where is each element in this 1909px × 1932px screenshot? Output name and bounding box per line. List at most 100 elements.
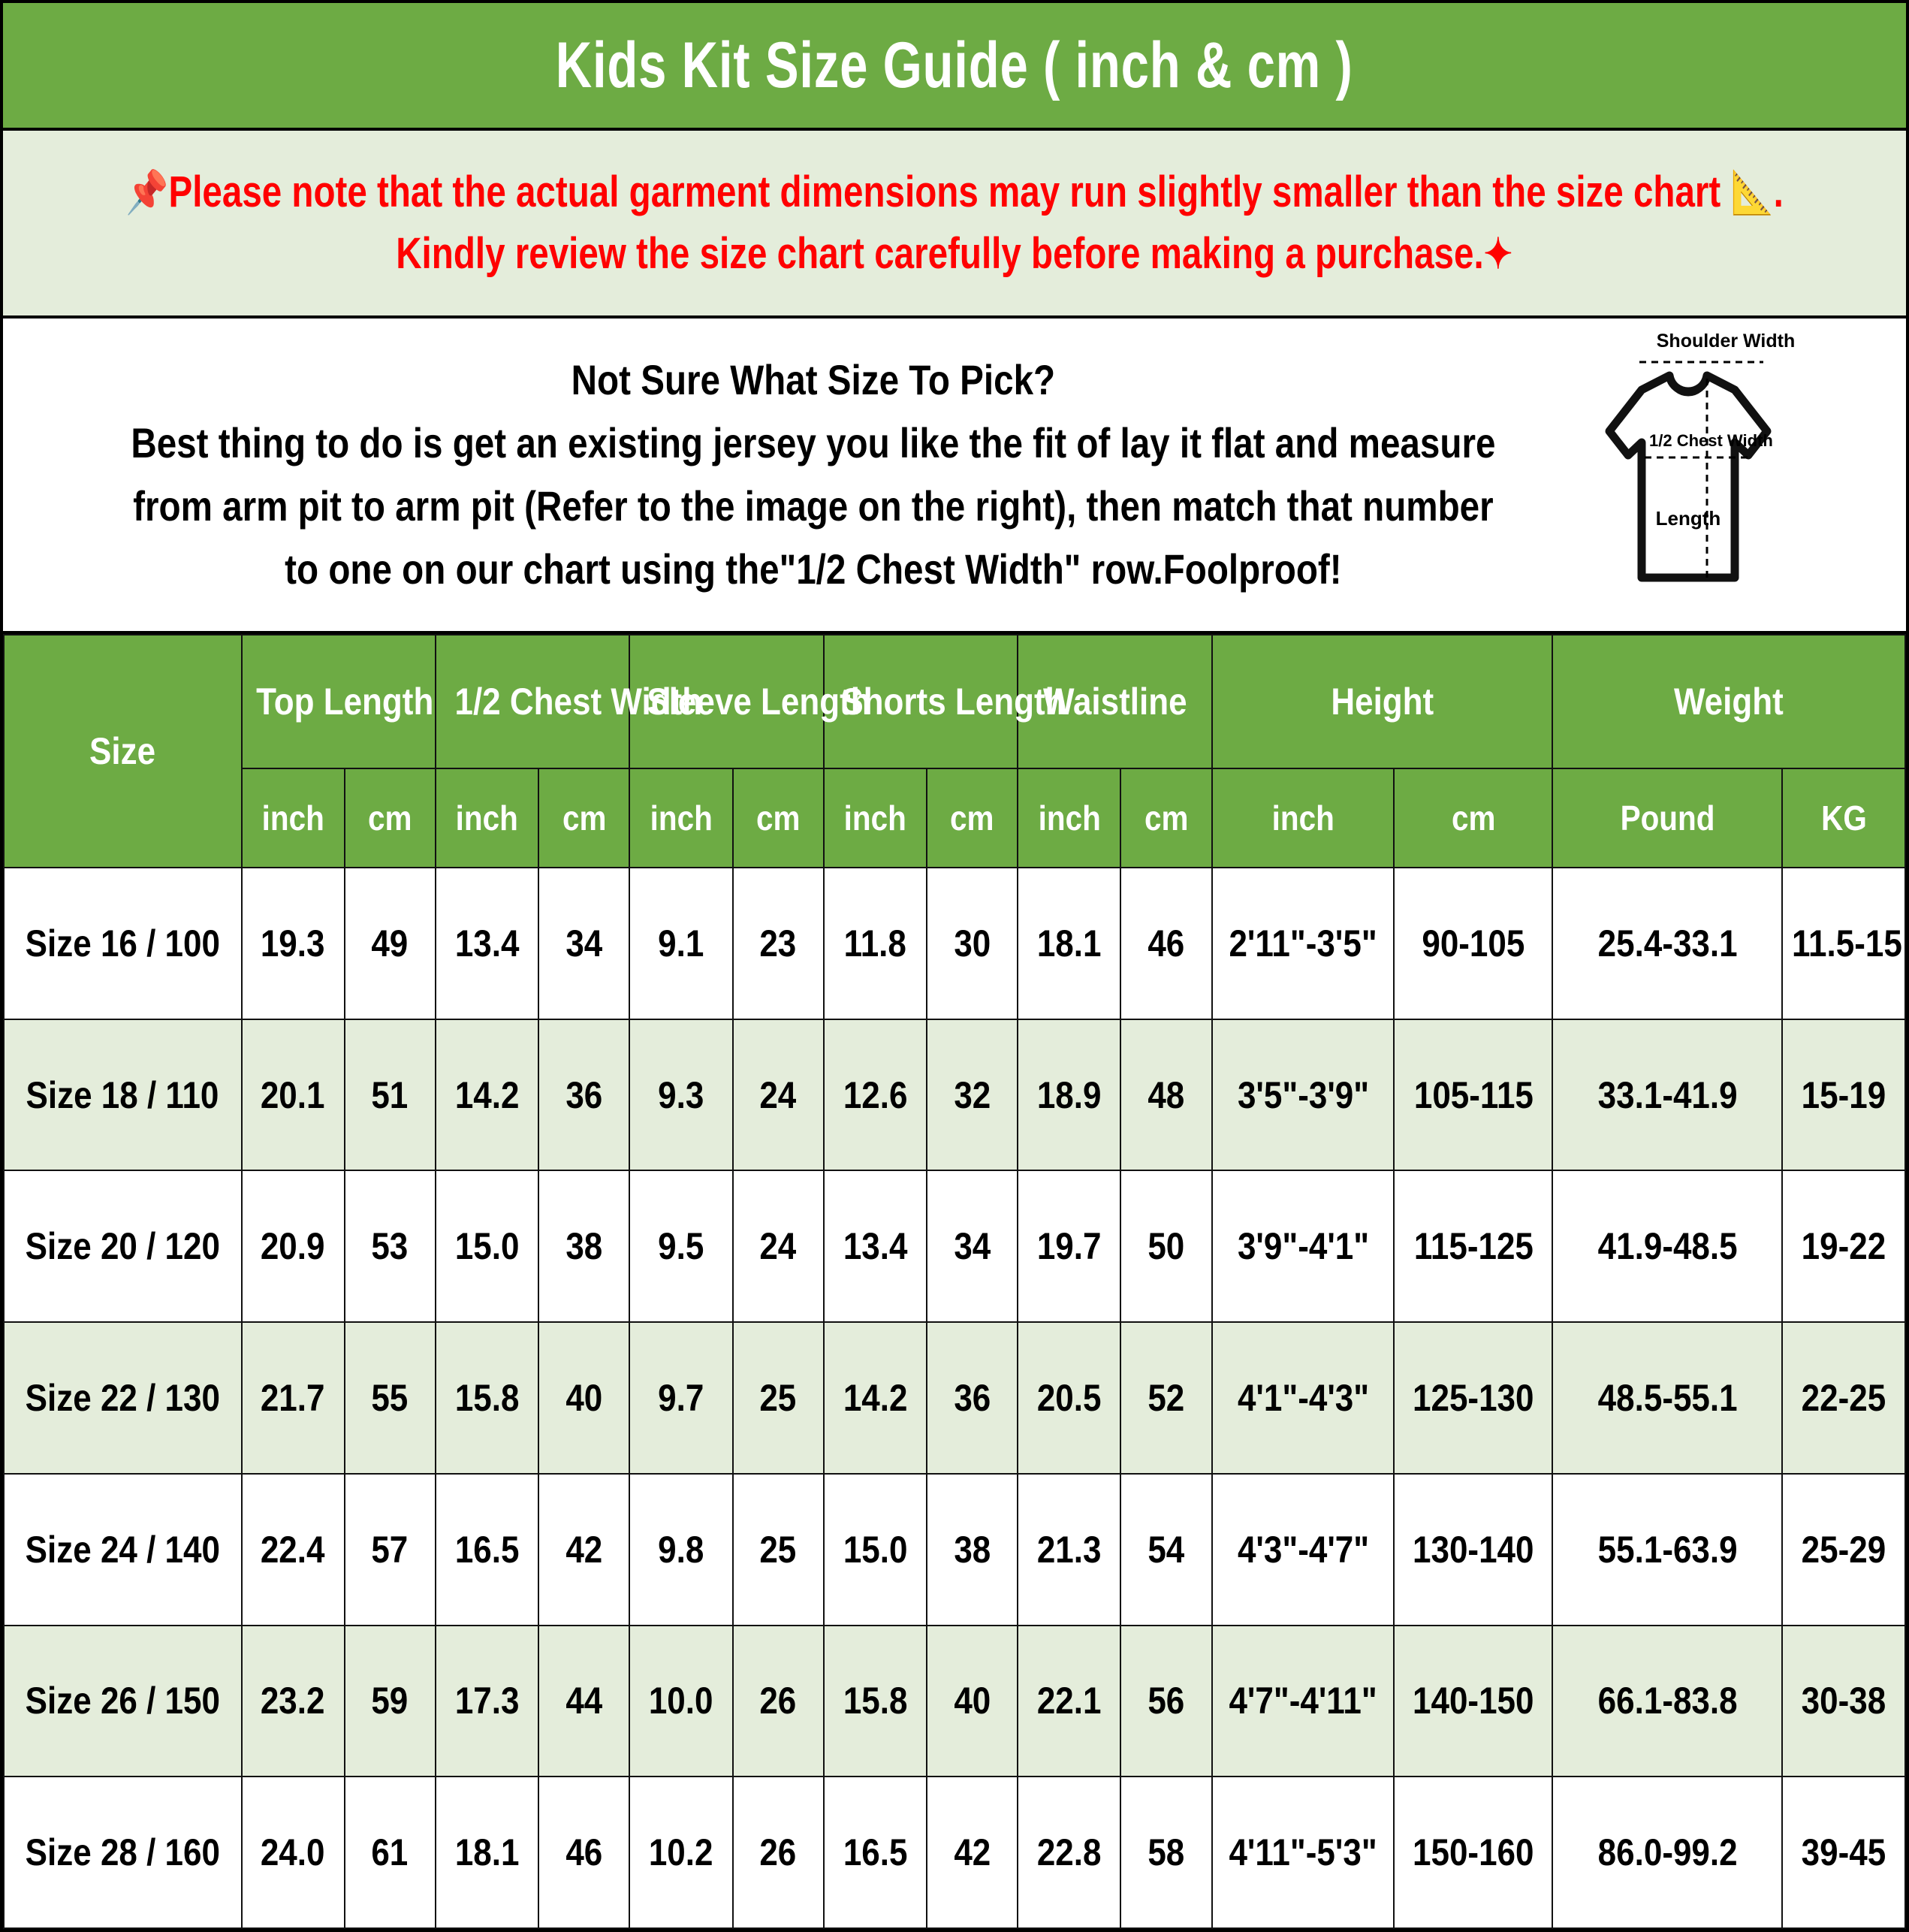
cell-weight-pound: 66.1-83.8 bbox=[1552, 1624, 1784, 1778]
cell-sleeve-cm: 26 bbox=[731, 1776, 825, 1929]
cell-top-length-inch: 24.0 bbox=[240, 1776, 345, 1929]
warning-note-text-1: Please note that the actual garment dime… bbox=[168, 167, 1731, 216]
unit-header-sleeve-inch: inch bbox=[629, 768, 734, 868]
cell-top-length-cm: 55 bbox=[343, 1321, 436, 1475]
instructions-line-3: to one on our chart using the"1/2 Chest … bbox=[285, 545, 1342, 593]
cell-height-cm: 130-140 bbox=[1393, 1472, 1554, 1626]
warning-note-line-1: 📌Please note that the actual garment dim… bbox=[125, 162, 1784, 223]
cell-top-length-cm: 61 bbox=[343, 1776, 436, 1929]
cell-size: Size 24 / 140 bbox=[3, 1472, 243, 1626]
sparkles-icon: ✦ bbox=[1483, 230, 1513, 277]
cell-waistline-inch: 18.9 bbox=[1017, 1018, 1122, 1172]
cell-height-inch: 4'7"-4'11" bbox=[1211, 1624, 1395, 1778]
cell-shorts-inch: 16.5 bbox=[822, 1776, 928, 1929]
cell-height-cm: 125-130 bbox=[1393, 1321, 1554, 1475]
cell-half-chest-cm: 34 bbox=[538, 867, 631, 1020]
column-header-top-length: Top Length bbox=[240, 634, 436, 769]
cell-sleeve-cm: 24 bbox=[731, 1018, 825, 1172]
cell-shorts-cm: 32 bbox=[925, 1018, 1019, 1172]
unit-header-waistline-cm: cm bbox=[1120, 768, 1213, 868]
cell-waistline-cm: 54 bbox=[1120, 1472, 1213, 1626]
cell-weight-kg: 25-29 bbox=[1781, 1472, 1906, 1626]
cell-weight-pound: 48.5-55.1 bbox=[1552, 1321, 1784, 1475]
cell-half-chest-inch: 13.4 bbox=[434, 867, 540, 1020]
cell-sleeve-inch: 9.5 bbox=[629, 1170, 734, 1324]
cell-sleeve-cm: 26 bbox=[731, 1624, 825, 1778]
cell-size: Size 20 / 120 bbox=[3, 1170, 243, 1324]
cell-height-inch: 3'9"-4'1" bbox=[1211, 1170, 1395, 1324]
cell-height-inch: 4'1"-4'3" bbox=[1211, 1321, 1395, 1475]
cell-size: Size 26 / 150 bbox=[3, 1624, 243, 1778]
cell-waistline-inch: 18.1 bbox=[1017, 867, 1122, 1020]
cell-top-length-inch: 19.3 bbox=[240, 867, 345, 1020]
warning-note-line-2: Kindly review the size chart carefully b… bbox=[397, 223, 1513, 285]
cell-sleeve-inch: 9.3 bbox=[629, 1018, 734, 1172]
cell-weight-kg: 19-22 bbox=[1781, 1170, 1906, 1324]
column-header-half-chest-width: 1/2 Chest Width bbox=[434, 634, 702, 769]
unit-header-height-cm: cm bbox=[1393, 768, 1554, 868]
column-header-sleeve-length: Sleeve Length bbox=[629, 634, 871, 769]
instructions-section: Not Sure What Size To Pick? Best thing t… bbox=[3, 318, 1906, 634]
cell-height-inch: 4'11"-5'3" bbox=[1211, 1776, 1395, 1929]
cell-top-length-cm: 57 bbox=[343, 1472, 436, 1626]
table-group-header-row: Size Top Length 1/2 Chest Width Sleeve L… bbox=[3, 634, 1906, 868]
size-chart-table: Size Top Length 1/2 Chest Width Sleeve L… bbox=[3, 634, 1906, 1929]
cell-height-cm: 150-160 bbox=[1393, 1776, 1554, 1929]
cell-waistline-inch: 22.8 bbox=[1017, 1776, 1122, 1929]
unit-header-weight-kg: KG bbox=[1781, 768, 1906, 868]
cell-sleeve-inch: 9.1 bbox=[629, 867, 734, 1020]
length-label: Length bbox=[1656, 507, 1721, 530]
cell-sleeve-cm: 25 bbox=[731, 1472, 825, 1626]
table-row: Size 24 / 140 22.4 57 16.5 42 9.8 25 15.0 38 21.3… bbox=[3, 1472, 1906, 1626]
cell-shorts-cm: 30 bbox=[925, 867, 1019, 1020]
cell-sleeve-inch: 9.7 bbox=[629, 1321, 734, 1475]
pushpin-icon: 📌 bbox=[125, 168, 169, 216]
column-header-weight: Weight bbox=[1552, 634, 1906, 769]
cell-half-chest-cm: 40 bbox=[538, 1321, 631, 1475]
table-row: Size 28 / 160 24.0 61 18.1 46 10.2 26 16.5 42 22.… bbox=[3, 1776, 1906, 1929]
column-header-size: Size bbox=[3, 634, 243, 868]
cell-height-cm: 140-150 bbox=[1393, 1624, 1554, 1778]
cell-half-chest-inch: 15.0 bbox=[434, 1170, 540, 1324]
cell-half-chest-cm: 38 bbox=[538, 1170, 631, 1324]
warning-note-period: . bbox=[1773, 167, 1784, 216]
table-row: Size 22 / 130 21.7 55 15.8 40 9.7 25 14.2 36 20.5… bbox=[3, 1321, 1906, 1475]
instructions-text-block: Not Sure What Size To Pick? Best thing t… bbox=[3, 349, 1909, 601]
cell-half-chest-inch: 16.5 bbox=[434, 1472, 540, 1626]
table-row: Size 20 / 120 20.9 53 15.0 38 9.5 24 13.4 34 19.7… bbox=[3, 1170, 1906, 1324]
unit-header-half-chest-cm: cm bbox=[538, 768, 631, 868]
cell-shorts-inch: 12.6 bbox=[822, 1018, 928, 1172]
column-header-shorts-length: Shorts Length bbox=[822, 634, 1065, 769]
cell-waistline-cm: 56 bbox=[1120, 1624, 1213, 1778]
cell-sleeve-cm: 23 bbox=[731, 867, 825, 1020]
cell-waistline-inch: 22.1 bbox=[1017, 1624, 1122, 1778]
cell-weight-kg: 22-25 bbox=[1781, 1321, 1906, 1475]
cell-sleeve-cm: 24 bbox=[731, 1170, 825, 1324]
warning-note: 📌Please note that the actual garment dim… bbox=[3, 131, 1906, 318]
cell-shorts-cm: 34 bbox=[925, 1170, 1019, 1324]
table-row: Size 26 / 150 23.2 59 17.3 44 10.0 26 15.8 40 22.… bbox=[3, 1624, 1906, 1778]
cell-weight-kg: 15-19 bbox=[1781, 1018, 1906, 1172]
cell-size: Size 16 / 100 bbox=[3, 867, 243, 1020]
cell-weight-pound: 55.1-63.9 bbox=[1552, 1472, 1784, 1626]
table-unit-header-row: inch cm inch cm inch cm inch cm inch cm … bbox=[4, 768, 1906, 868]
tshirt-outline bbox=[1605, 371, 1772, 582]
cell-sleeve-cm: 25 bbox=[731, 1321, 825, 1475]
cell-waistline-cm: 48 bbox=[1120, 1018, 1213, 1172]
cell-top-length-inch: 21.7 bbox=[240, 1321, 345, 1475]
cell-waistline-cm: 58 bbox=[1120, 1776, 1213, 1929]
cell-weight-kg: 39-45 bbox=[1781, 1776, 1906, 1929]
cell-waistline-cm: 52 bbox=[1120, 1321, 1213, 1475]
instructions-heading: Not Sure What Size To Pick? bbox=[571, 356, 1056, 403]
cell-waistline-inch: 20.5 bbox=[1017, 1321, 1122, 1475]
cell-half-chest-inch: 17.3 bbox=[434, 1624, 540, 1778]
cell-half-chest-inch: 14.2 bbox=[434, 1018, 540, 1172]
cell-size: Size 28 / 160 bbox=[3, 1776, 243, 1929]
cell-top-length-cm: 49 bbox=[343, 867, 436, 1020]
cell-weight-pound: 86.0-99.2 bbox=[1552, 1776, 1784, 1929]
unit-header-height-inch: inch bbox=[1211, 768, 1395, 868]
column-header-height: Height bbox=[1211, 634, 1554, 769]
unit-header-top-length-cm: cm bbox=[343, 768, 436, 868]
cell-size: Size 18 / 110 bbox=[3, 1018, 243, 1172]
